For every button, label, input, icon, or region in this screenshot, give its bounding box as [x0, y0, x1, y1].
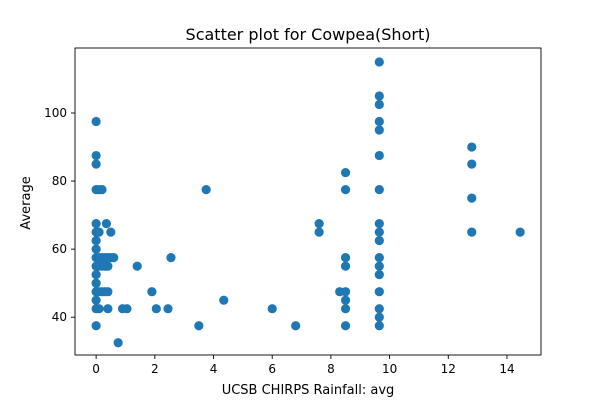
data-point: [374, 253, 384, 263]
data-point: [374, 99, 384, 110]
data-point: [103, 304, 113, 314]
data-point: [340, 287, 351, 297]
data-points-layer: [91, 57, 525, 348]
data-point: [374, 270, 384, 280]
data-point: [340, 295, 351, 305]
data-point: [340, 304, 351, 314]
data-point: [101, 219, 111, 229]
y-tick-label: 80: [52, 174, 67, 188]
x-tick-label: 2: [151, 362, 159, 376]
data-point: [314, 219, 324, 229]
y-axis-label: Average: [19, 176, 34, 229]
x-tick-label: 8: [327, 362, 335, 376]
data-point: [467, 193, 477, 203]
data-point: [113, 338, 123, 348]
data-point: [91, 321, 101, 331]
x-axis-label: UCSB CHIRPS Rainfall: avg: [222, 383, 395, 398]
data-point: [166, 253, 176, 263]
y-tick-label: 100: [44, 106, 67, 120]
data-point: [340, 184, 351, 195]
data-point: [201, 184, 211, 195]
data-point: [374, 184, 384, 195]
data-point: [340, 321, 351, 331]
data-point: [194, 321, 204, 331]
x-tick-label: 6: [268, 362, 276, 376]
data-point: [374, 91, 384, 101]
data-point: [374, 227, 384, 237]
data-point: [340, 261, 351, 271]
data-point: [91, 270, 101, 280]
data-point: [103, 287, 113, 297]
data-point: [374, 304, 384, 314]
data-point: [97, 184, 107, 195]
data-point: [467, 159, 477, 169]
data-point: [91, 278, 101, 288]
data-point: [109, 253, 119, 263]
data-point: [374, 321, 384, 331]
data-point: [151, 304, 161, 314]
data-point: [374, 236, 384, 246]
data-point: [163, 304, 173, 314]
plot-frame: [74, 47, 542, 356]
x-axis-ticks: 0 2 4 6 8 10 12 14: [92, 355, 515, 376]
data-point: [340, 253, 351, 263]
data-point: [374, 261, 384, 271]
data-point: [91, 244, 101, 254]
data-point: [106, 227, 116, 237]
data-point: [374, 219, 384, 229]
data-point: [340, 167, 351, 178]
data-point: [314, 227, 324, 237]
x-tick-label: 0: [92, 362, 100, 376]
data-point: [267, 304, 277, 314]
data-point: [91, 159, 101, 169]
data-point: [94, 304, 104, 314]
data-point: [374, 312, 384, 322]
y-tick-label: 40: [52, 310, 67, 324]
chart-title: Scatter plot for Cowpea(Short): [186, 25, 431, 44]
x-tick-label: 10: [382, 362, 397, 376]
data-point: [374, 125, 384, 135]
data-point: [467, 227, 477, 237]
data-point: [91, 116, 101, 127]
data-point: [467, 142, 477, 152]
data-point: [91, 219, 101, 229]
data-point: [147, 287, 157, 297]
data-point: [91, 150, 101, 161]
data-point: [94, 227, 104, 237]
data-point: [291, 321, 301, 331]
data-point: [91, 295, 101, 305]
data-point: [374, 287, 384, 297]
data-point: [132, 261, 142, 271]
data-point: [122, 304, 132, 314]
x-tick-label: 14: [499, 362, 514, 376]
y-axis-ticks: 40 60 80 100: [44, 106, 75, 324]
data-point: [374, 116, 384, 127]
data-point: [91, 236, 101, 246]
data-point: [374, 57, 384, 67]
data-point: [103, 261, 113, 271]
data-point: [515, 227, 525, 237]
x-tick-label: 4: [210, 362, 218, 376]
data-point: [374, 150, 384, 161]
x-tick-label: 12: [441, 362, 456, 376]
y-tick-label: 60: [52, 242, 67, 256]
data-point: [219, 295, 229, 305]
